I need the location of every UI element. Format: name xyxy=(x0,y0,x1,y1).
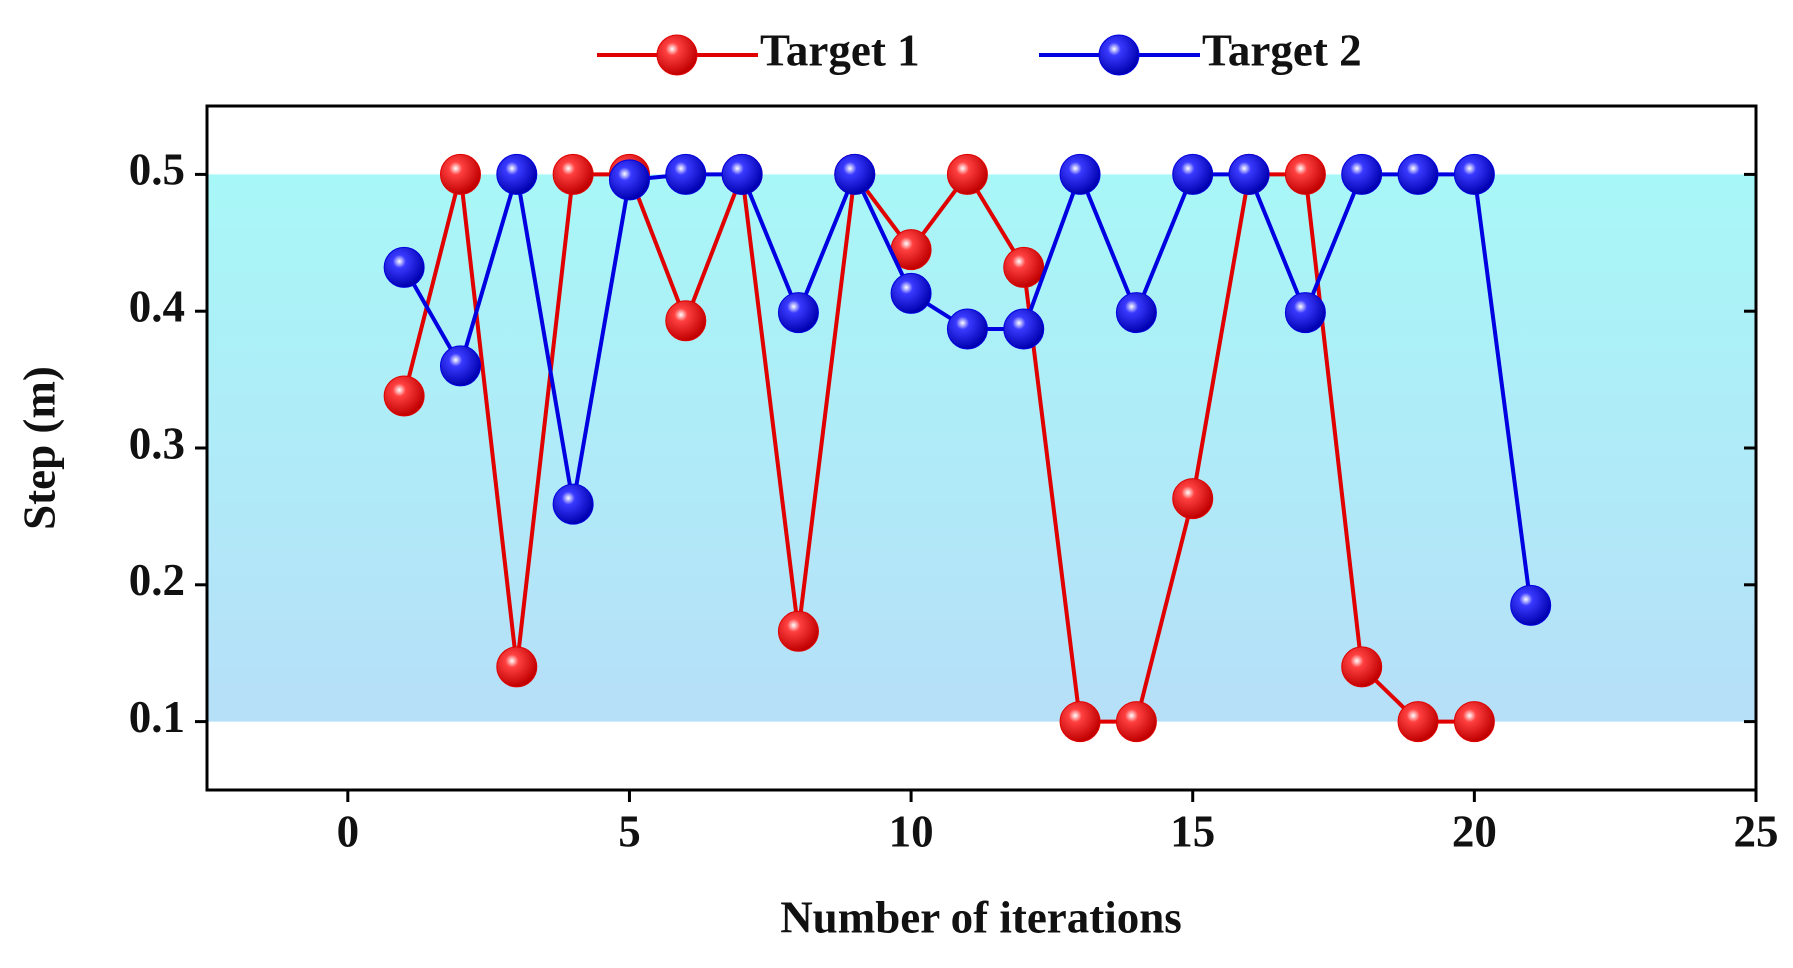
data-point xyxy=(1059,153,1101,195)
data-point xyxy=(1115,701,1157,743)
y-tick-label: 0.4 xyxy=(129,282,185,332)
shaded-band xyxy=(207,174,1756,722)
data-point xyxy=(552,153,594,195)
legend-marker xyxy=(656,34,698,76)
data-point xyxy=(1397,701,1439,743)
x-tick-label: 25 xyxy=(1734,806,1779,856)
data-point xyxy=(496,646,538,688)
y-tick-label: 0.1 xyxy=(129,692,185,742)
data-point xyxy=(439,153,481,195)
data-point xyxy=(1059,701,1101,743)
data-point xyxy=(946,153,988,195)
y-tick-label: 0.5 xyxy=(129,145,185,195)
legend-label: Target 2 xyxy=(1202,25,1362,75)
data-point xyxy=(890,272,932,314)
data-point xyxy=(777,610,819,652)
data-point xyxy=(1228,153,1270,195)
y-tick-label: 0.3 xyxy=(129,418,185,468)
data-point xyxy=(1003,246,1045,288)
x-tick-label: 20 xyxy=(1452,806,1497,856)
x-axis-title: Number of iterations xyxy=(780,892,1182,942)
data-point xyxy=(1284,153,1326,195)
data-point xyxy=(665,300,707,342)
x-tick-label: 0 xyxy=(337,806,360,856)
data-point xyxy=(552,483,594,525)
data-point xyxy=(1172,153,1214,195)
data-point xyxy=(1341,646,1383,688)
data-point xyxy=(1003,308,1045,350)
data-point xyxy=(1172,478,1214,520)
data-point xyxy=(1510,584,1552,626)
data-point xyxy=(383,246,425,288)
legend-marker xyxy=(1098,34,1140,76)
data-point xyxy=(496,153,538,195)
data-point xyxy=(1453,701,1495,743)
legend-label: Target 1 xyxy=(760,25,920,75)
data-point xyxy=(1397,153,1439,195)
x-tick-label: 15 xyxy=(1170,806,1215,856)
data-point xyxy=(721,153,763,195)
x-tick-label: 5 xyxy=(618,806,641,856)
data-point xyxy=(1341,153,1383,195)
x-tick-label: 10 xyxy=(889,806,934,856)
y-tick-label: 0.2 xyxy=(129,555,185,605)
data-point xyxy=(834,153,876,195)
data-point xyxy=(1453,153,1495,195)
data-point xyxy=(383,375,425,417)
data-point xyxy=(946,308,988,350)
data-point xyxy=(665,153,707,195)
data-point xyxy=(777,292,819,334)
data-point xyxy=(1115,292,1157,334)
y-axis-title: Step (m) xyxy=(14,366,64,530)
data-point xyxy=(1284,292,1326,334)
data-point xyxy=(608,159,650,201)
data-point xyxy=(439,345,481,387)
